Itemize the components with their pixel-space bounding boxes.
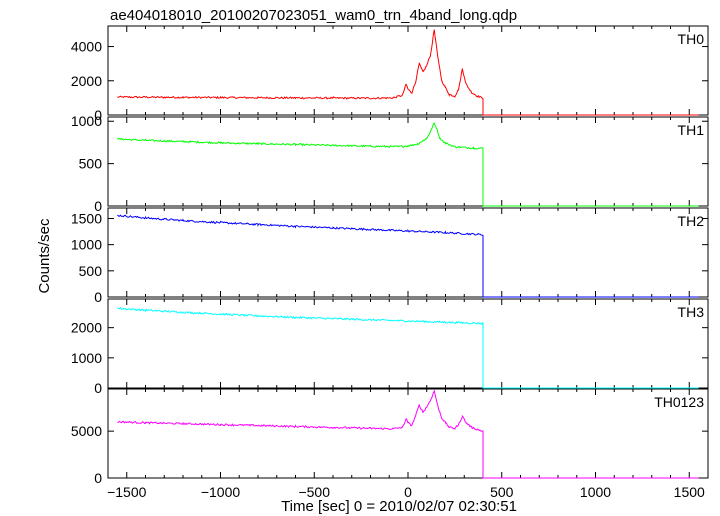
x-tick-label: −500 bbox=[298, 484, 330, 500]
series-line-th0 bbox=[117, 29, 699, 116]
x-tick-label: 1000 bbox=[580, 484, 611, 500]
panel-label: TH0123 bbox=[654, 394, 704, 410]
y-tick-label: 0 bbox=[94, 470, 102, 486]
chart-title: ae404018010_20100207023051_wam0_trn_4ban… bbox=[110, 7, 517, 24]
x-tick-label: −1000 bbox=[201, 484, 241, 500]
y-tick-label: 1000 bbox=[71, 237, 102, 253]
series-line-th3 bbox=[117, 307, 699, 389]
y-tick-label: 2000 bbox=[71, 73, 102, 89]
y-tick-label: 500 bbox=[79, 156, 103, 172]
panel-frame bbox=[107, 207, 709, 298]
panel-frame bbox=[107, 25, 709, 116]
y-tick-label: 0 bbox=[94, 380, 102, 396]
x-tick-label: 1500 bbox=[674, 484, 705, 500]
panel-label: TH1 bbox=[678, 122, 705, 138]
series-line-th0123 bbox=[117, 389, 699, 479]
y-tick-label: 0 bbox=[94, 198, 102, 214]
y-tick-label: 1000 bbox=[71, 113, 102, 129]
panel-frame bbox=[107, 388, 709, 479]
x-tick-label: 0 bbox=[404, 484, 412, 500]
panel-frame bbox=[107, 116, 709, 207]
y-tick-label: 4000 bbox=[71, 39, 102, 55]
x-tick-label: 500 bbox=[490, 484, 514, 500]
series-line-th1 bbox=[117, 122, 699, 207]
panel-label: TH0 bbox=[678, 31, 705, 47]
x-axis-label: Time [sec] 0 = 2010/02/07 02:30:51 bbox=[281, 498, 517, 515]
y-tick-label: 0 bbox=[94, 107, 102, 123]
panel-label: TH2 bbox=[678, 213, 705, 229]
panel-frame bbox=[107, 298, 709, 389]
y-tick-label: 1000 bbox=[71, 350, 102, 366]
x-tick-label: −1500 bbox=[107, 484, 147, 500]
y-axis-label: Counts/sec bbox=[36, 218, 53, 294]
y-tick-label: 500 bbox=[79, 263, 103, 279]
series-line-th2 bbox=[117, 214, 699, 298]
y-tick-label: 2000 bbox=[71, 320, 102, 336]
y-tick-label: 5000 bbox=[71, 423, 102, 439]
panel-label: TH3 bbox=[678, 304, 705, 320]
y-tick-label: 1500 bbox=[71, 210, 102, 226]
y-tick-label: 0 bbox=[94, 289, 102, 305]
